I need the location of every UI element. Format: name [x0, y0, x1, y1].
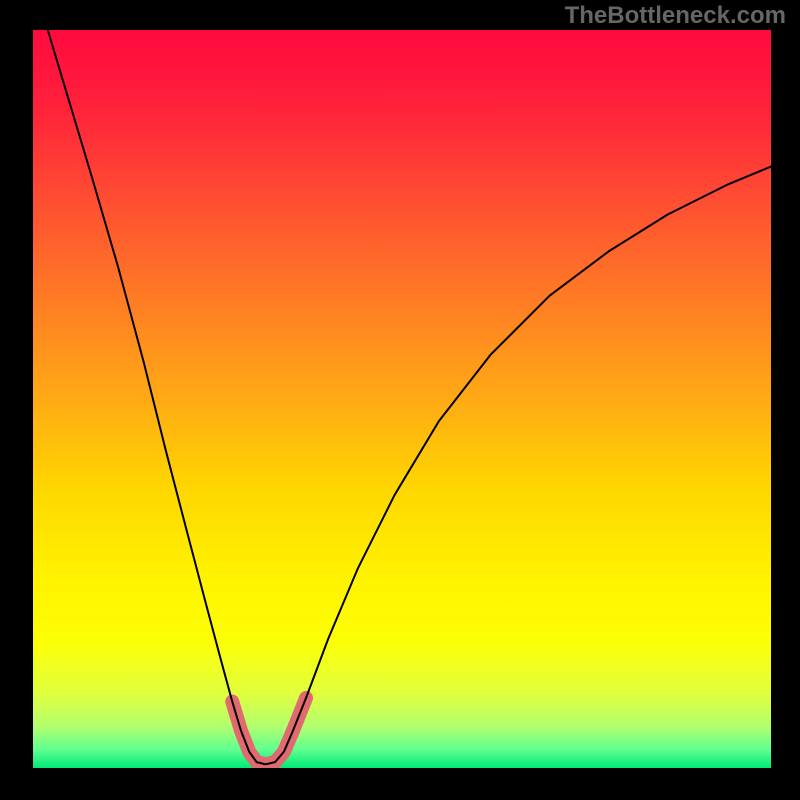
chart-svg	[33, 30, 771, 768]
plot-area	[33, 30, 771, 768]
plot-background	[33, 30, 771, 768]
watermark-text: TheBottleneck.com	[565, 2, 786, 30]
chart-container: TheBottleneck.com	[0, 0, 800, 800]
